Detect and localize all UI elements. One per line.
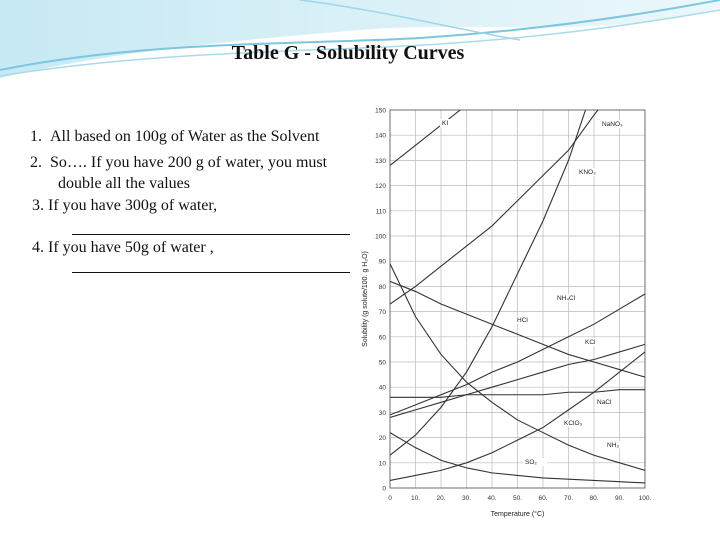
y-tick-label: 30	[379, 410, 387, 417]
chart: 0 10 20 30 40 50 60 70 80 90 100 110 120 130 140 150 0 10…	[357, 102, 657, 522]
curve-label: KNO₃	[579, 169, 596, 176]
x-tick-label: 70.	[564, 495, 573, 502]
curve-label: KClO₃	[564, 420, 583, 427]
x-tick-label: 20.	[436, 495, 445, 502]
solubility-curve	[390, 351, 645, 481]
slide-title: Table G - Solubility Curves	[231, 42, 465, 64]
curve-label: NH₄Cl	[557, 295, 576, 302]
x-tick-label: 100.	[639, 495, 652, 502]
list-item: 1. All based on 100g of Water as the Sol…	[30, 128, 319, 146]
answer-blank	[72, 234, 350, 235]
y-tick-label: 60	[379, 334, 387, 341]
item-text: All based on 100g of Water as the Solven…	[50, 128, 320, 145]
list-item-continued: double all the values	[58, 175, 190, 192]
curve-label-bg	[440, 119, 464, 127]
solubility-curve	[390, 263, 645, 471]
y-tick-label: 140	[375, 133, 386, 140]
solubility-curve	[390, 110, 599, 305]
y-tick-label: 120	[375, 183, 386, 190]
x-tick-label: 90.	[615, 495, 624, 502]
x-tick-label: 30.	[462, 495, 471, 502]
solubility-curve	[390, 432, 645, 484]
solubility-curve	[390, 343, 645, 418]
item-number: 1.	[30, 128, 42, 145]
list-item: 4. If you have 50g of water ,	[32, 239, 214, 257]
plot-frame	[389, 109, 646, 489]
curve-label: SO₂	[525, 459, 537, 466]
solubility-curve	[390, 110, 587, 456]
curve-label-bg	[523, 458, 547, 466]
solubility-curve	[390, 389, 645, 398]
y-tick-label: 0	[382, 486, 386, 493]
x-tick-label: 10.	[411, 495, 420, 502]
curve-label: KI	[442, 120, 448, 127]
y-tick-label: 100	[375, 234, 386, 241]
curve-label-bg	[562, 419, 586, 427]
header-decoration	[0, 0, 720, 78]
x-tick-label: 80.	[589, 495, 598, 502]
curve-label-bg	[515, 316, 539, 324]
curve-label-bg	[577, 168, 601, 176]
curve-label: KCl	[585, 339, 596, 346]
list-item: 2. So…. If you have 200 g of water, you …	[30, 154, 327, 172]
solubility-curve	[390, 293, 645, 416]
x-tick-label: 40.	[487, 495, 496, 502]
y-tick-label: 150	[375, 108, 386, 115]
item-text: If you have 300g of water,	[48, 197, 218, 214]
y-tick-label: 80	[379, 284, 387, 291]
y-tick-label: 20	[379, 435, 387, 442]
chart-background	[357, 102, 657, 522]
y-tick-label: 10	[379, 460, 387, 467]
curve-label-bg	[595, 398, 619, 406]
list-item: 3. If you have 300g of water,	[32, 197, 217, 215]
item-number: 4.	[32, 239, 44, 256]
y-tick-label: 130	[375, 158, 386, 165]
x-axis-label: Temperature (°C)	[491, 510, 545, 518]
curve-label: NaNO₃	[602, 121, 623, 128]
y-tick-label: 50	[379, 360, 387, 367]
x-tick-label: 50.	[513, 495, 522, 502]
item-number: 3.	[32, 197, 44, 214]
solubility-curve	[390, 110, 462, 166]
y-tick-label: 70	[379, 309, 387, 316]
y-tick-label: 90	[379, 259, 387, 266]
curve-label-bg	[555, 294, 579, 302]
answer-blank	[72, 272, 350, 273]
curve-label: NH₃	[607, 442, 619, 449]
item-number: 2.	[30, 154, 42, 171]
curve-label-bg	[600, 120, 624, 128]
curve-label: HCl	[517, 317, 528, 324]
solubility-curve	[390, 280, 645, 378]
curve-label-bg	[583, 338, 607, 346]
x-tick-label: 60.	[538, 495, 547, 502]
item-text: So…. If you have 200 g of water, you mus…	[50, 154, 328, 171]
x-tick-label: 0	[388, 495, 392, 502]
y-tick-label: 110	[376, 208, 387, 215]
y-tick-label: 40	[379, 385, 387, 392]
y-axis-label: Solubility (g solute/100. g H₂O)	[362, 251, 369, 347]
curve-label: NaCl	[597, 399, 612, 406]
item-text: If you have 50g of water ,	[48, 239, 214, 256]
curve-label-bg	[605, 441, 629, 449]
